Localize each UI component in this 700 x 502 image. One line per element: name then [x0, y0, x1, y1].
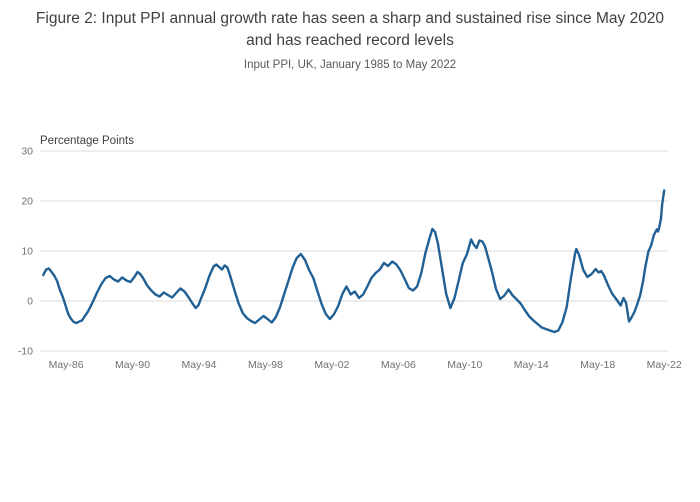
x-tick-label: May-98 [248, 359, 283, 371]
y-tick-label: 0 [27, 296, 33, 308]
y-tick-label: -10 [18, 346, 33, 358]
figure-title: Figure 2: Input PPI annual growth rate h… [35, 10, 665, 50]
x-tick-label: May-10 [447, 359, 482, 371]
y-tick-label: 10 [21, 246, 33, 258]
x-tick-label: May-94 [181, 359, 216, 371]
x-tick-label: May-86 [49, 359, 84, 371]
series-line [42, 189, 666, 334]
x-tick-label: May-22 [647, 359, 682, 371]
x-tick-label: May-90 [115, 359, 150, 371]
line-chart: 30 20 10 0 -10 May-86 May-90 May-94 May-98 May-02… [0, 128, 700, 388]
figure-subtitle: Input PPI, UK, January 1985 to May 2022 [243, 58, 457, 71]
x-tick-label: May-02 [314, 359, 349, 371]
y-tick-label: 20 [21, 196, 33, 208]
y-axis-unit-label: Percentage Points [40, 135, 134, 147]
x-tick-label: May-06 [381, 359, 416, 371]
x-tick-label: May-14 [514, 359, 549, 371]
x-tick-label: May-18 [580, 359, 615, 371]
y-tick-label: 30 [21, 146, 33, 158]
chart-canvas: 30 20 10 0 -10 May-86 May-90 May-94 May-98 May-02… [18, 135, 682, 371]
